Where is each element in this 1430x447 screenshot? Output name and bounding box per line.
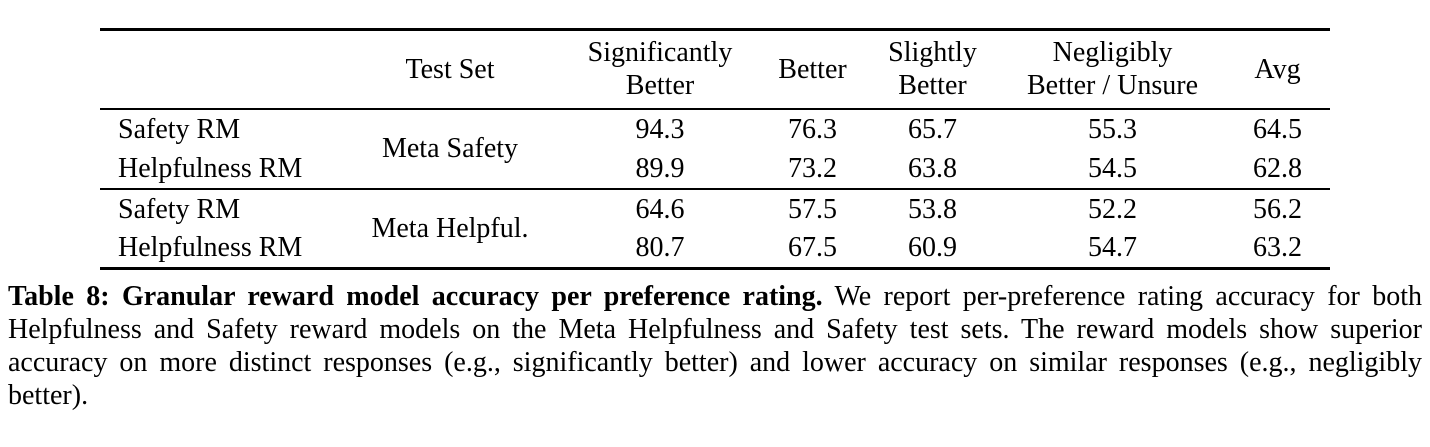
value-cell: 67.5 <box>788 232 837 264</box>
value-cell: 60.9 <box>908 232 957 264</box>
value-cell: 53.8 <box>908 193 957 225</box>
header-line: Slightly <box>888 37 977 69</box>
row-label-safety-rm: Safety RM <box>118 113 241 145</box>
test-set-cell: Meta Helpful. <box>371 212 529 244</box>
header-row: Test Set Significantly Better Better Sli… <box>100 29 1330 110</box>
value-cell: 52.2 <box>1088 193 1137 225</box>
value-cell: 65.7 <box>908 113 957 145</box>
value-cell: 54.5 <box>1000 148 1225 190</box>
column-header-model <box>100 29 340 110</box>
column-header-significantly-better: Significantly Better <box>560 29 760 110</box>
value-cell: 56.2 <box>1253 193 1302 225</box>
header-line: Better <box>898 70 967 102</box>
value-cell: 54.7 <box>1088 232 1137 264</box>
value-cell: 64.6 <box>635 193 685 225</box>
column-header-better: Better <box>760 29 865 110</box>
value-cell: 63.2 <box>1253 232 1302 264</box>
column-header-negligibly-better-unsure: Negligibly Better / Unsure <box>1000 29 1225 110</box>
value-cell: 63.8 <box>865 148 1000 190</box>
caption-text: We report per-preference rating accuracy… <box>8 281 1423 411</box>
value-cell: 57.5 <box>788 193 837 225</box>
table-caption: Table 8: Granular reward model accuracy … <box>8 280 1422 412</box>
header-line: Negligibly <box>1052 37 1173 69</box>
header-line: Significantly <box>587 37 733 69</box>
column-header-slightly-better: Slightly Better <box>865 29 1000 110</box>
value-cell: 89.9 <box>560 148 760 190</box>
row-label-helpfulness-rm: Helpfulness RM <box>118 232 303 264</box>
table-row: Helpfulness RM 89.9 73.2 63.8 54.5 62.8 <box>100 148 1330 190</box>
table-row: Safety RM Meta Helpful. 64.6 57.5 53.8 5… <box>100 189 1330 244</box>
value-cell: 55.3 <box>1088 113 1137 145</box>
row-label-safety-rm: Safety RM <box>118 193 241 225</box>
reward-model-accuracy-table: Test Set Significantly Better Better Sli… <box>100 28 1330 270</box>
value-cell: 76.3 <box>788 113 837 145</box>
table-row: Safety RM Meta Safety 94.3 76.3 65.7 55.… <box>100 108 1330 190</box>
header-line: Better <box>625 70 695 102</box>
value-cell: 64.5 <box>1253 113 1302 145</box>
caption-label: Table 8: Granular reward model accuracy … <box>8 281 823 312</box>
column-header-avg: Avg <box>1225 29 1330 110</box>
value-cell: 73.2 <box>760 148 865 190</box>
table-row: Helpfulness RM 80.7 67.5 60.9 54.7 63.2 <box>100 229 1330 269</box>
value-cell: 62.8 <box>1225 148 1330 190</box>
value-cell: 80.7 <box>635 232 685 264</box>
header-line: Better / Unsure <box>1026 70 1199 102</box>
table-8: Test Set Significantly Better Better Sli… <box>100 28 1330 270</box>
row-label-helpfulness-rm: Helpfulness RM <box>100 148 340 190</box>
test-set-cell: Meta Safety <box>340 108 560 190</box>
value-cell: 94.3 <box>635 113 685 145</box>
column-header-test-set: Test Set <box>340 29 560 110</box>
